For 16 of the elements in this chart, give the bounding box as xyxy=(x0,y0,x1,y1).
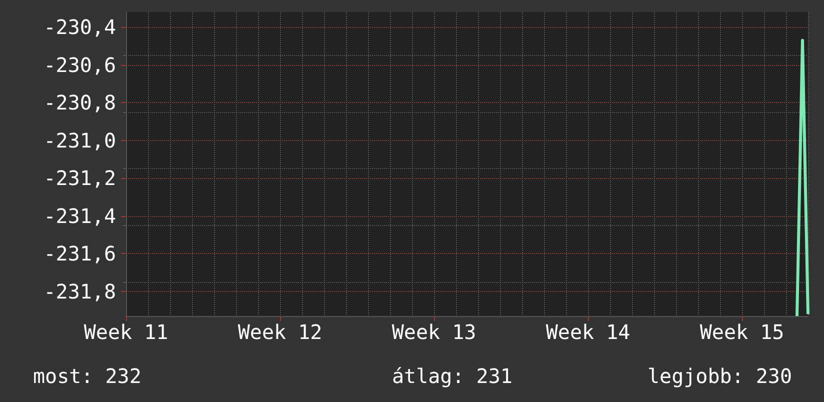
text: most: 232 xyxy=(33,364,142,388)
y-tick-label: -231,2 xyxy=(44,166,116,190)
y-tick-label: -231,4 xyxy=(44,204,116,228)
x-tick-label: Week 13 xyxy=(392,320,476,344)
y-tick-label: -231,0 xyxy=(44,128,116,152)
y-tick-label: -230,8 xyxy=(44,90,116,115)
x-tick-label: Week 14 xyxy=(546,320,630,344)
x-tick-label: Week 15 xyxy=(700,320,784,344)
y-tick-label: -231,6 xyxy=(44,242,116,266)
x-tick-label: Week 12 xyxy=(238,320,322,344)
text: átlag: 231 xyxy=(392,364,512,388)
text: legjobb: 230 xyxy=(648,364,792,388)
y-tick-label: -231,8 xyxy=(44,279,116,304)
y-tick-label: -230,6 xyxy=(44,52,116,77)
y-tick-label: -230,4 xyxy=(44,15,116,40)
x-tick-label: Week 11 xyxy=(84,320,168,344)
